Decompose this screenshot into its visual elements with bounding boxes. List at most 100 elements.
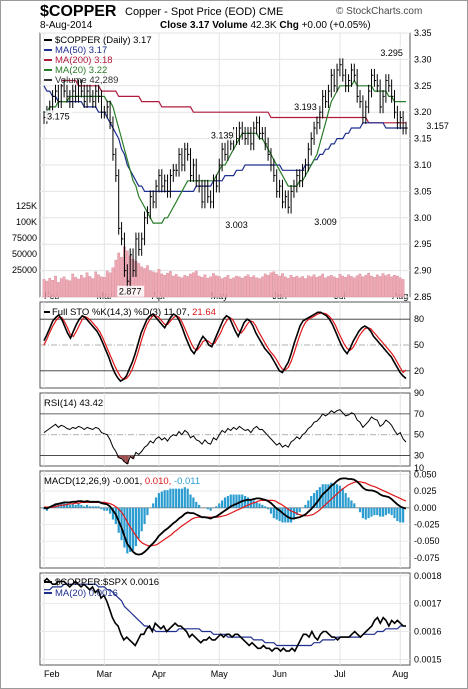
- volume-bar: [189, 273, 192, 298]
- macd-histogram-bar: [338, 485, 342, 508]
- macd-histogram-bar: [80, 504, 83, 508]
- volume-bar: [324, 277, 327, 298]
- volume-bar: [266, 275, 270, 298]
- macd-histogram-bar: [157, 493, 161, 508]
- annotation-bg: [223, 219, 251, 231]
- macd-histogram-bar: [68, 504, 71, 508]
- macd-histogram-bar: [353, 503, 356, 508]
- volume-bar: [169, 271, 172, 298]
- volume-bar: [146, 265, 149, 298]
- volume-bar: [57, 282, 60, 298]
- macd-histogram-bar: [370, 507, 373, 517]
- macd-histogram-bar: [376, 507, 379, 516]
- price-tick-label: 3.25: [414, 81, 432, 91]
- volume-tick-label: 100K: [16, 217, 37, 227]
- ratio-legend-item: MA(20) 0.0016: [55, 588, 118, 599]
- volume-bar: [367, 272, 371, 298]
- macd-histogram-bar: [120, 507, 123, 541]
- macd-histogram-bar: [166, 490, 169, 508]
- volume-bar: [215, 275, 218, 298]
- price-legend-item: MA(200) 3.18: [55, 55, 113, 66]
- rsi-line: [43, 409, 407, 465]
- volume-bar: [111, 267, 115, 298]
- macd-histogram-bar: [91, 506, 94, 508]
- chg-label: Chg: [279, 20, 299, 31]
- volume-bar: [82, 277, 86, 298]
- macd-histogram-bar: [175, 488, 178, 508]
- price-tick-label: 3.10: [414, 160, 432, 170]
- volume-bar: [194, 270, 198, 298]
- price-annotation: 3.003: [225, 220, 248, 230]
- macd-histogram-bar: [244, 496, 247, 508]
- macd-histogram-bar: [258, 503, 261, 508]
- volume-tick-label: 50000: [12, 249, 37, 259]
- macd-histogram-bar: [134, 507, 138, 547]
- volume-bar: [223, 277, 227, 298]
- macd-histogram-bar: [379, 507, 382, 517]
- macd-histogram-bar: [106, 507, 109, 511]
- sto-legend-k: 11.07: [164, 307, 187, 318]
- legend-swatch-bg: [44, 56, 62, 64]
- macd-histogram-bar: [304, 504, 307, 508]
- volume-bar: [174, 274, 178, 298]
- price-annotation: 3.175: [47, 111, 70, 121]
- volume-bar: [352, 277, 356, 298]
- volume-bar: [243, 276, 247, 298]
- macd-histogram-bar: [364, 507, 367, 520]
- volume-bar: [137, 263, 141, 298]
- volume-bar: [226, 275, 230, 298]
- macd-histogram-bar: [143, 507, 146, 524]
- macd-histogram-bar: [206, 507, 209, 510]
- price-legend-item: Volume 42,289: [55, 75, 118, 86]
- sto-k-line: [43, 311, 407, 383]
- macd-histogram-bar: [226, 496, 229, 508]
- price-tick-label: 3.30: [414, 54, 432, 64]
- macd-histogram-bar: [83, 506, 86, 508]
- macd-histogram-bar: [126, 507, 129, 554]
- panel-frame-macd: [39, 470, 411, 569]
- volume-bar: [384, 275, 388, 298]
- macd-histogram-bar: [232, 494, 235, 508]
- volume-bar: [252, 275, 256, 298]
- macd-histogram-bar: [77, 503, 80, 508]
- macd-histogram-bar: [218, 503, 221, 508]
- volume-bar: [212, 273, 215, 298]
- volume-bar: [238, 276, 241, 298]
- legend-swatch-bg: [44, 36, 62, 44]
- volume-bar: [304, 278, 307, 298]
- macd-histogram-bar: [402, 507, 405, 523]
- price-annotation: 3.139: [211, 130, 234, 140]
- macd-histogram-bar: [129, 507, 132, 552]
- macd-signal-line: [44, 481, 407, 547]
- volume-bar: [105, 270, 109, 298]
- annotation-bg: [117, 285, 145, 297]
- price-tick-label: 3.05: [414, 186, 432, 196]
- macd-histogram-bar: [321, 484, 324, 508]
- macd-histogram-bar: [137, 507, 140, 539]
- close-label: Close: [160, 20, 188, 31]
- macd-histogram-bar: [163, 490, 166, 508]
- volume-bar: [292, 277, 296, 298]
- volume-bar: [79, 275, 83, 298]
- macd-histogram-bar: [298, 507, 301, 513]
- instrument-name-text: Copper - Spot Price (EOD): [125, 6, 256, 18]
- macd-histogram-bar: [272, 507, 275, 519]
- macd-histogram-bar: [312, 493, 316, 508]
- macd-tick-label: -0.075: [414, 553, 440, 563]
- rsi-tick-label: 50: [414, 430, 424, 440]
- rsi-tick-label: 30: [414, 451, 424, 461]
- volume-bar: [258, 278, 261, 298]
- volume-bar: [143, 268, 146, 298]
- macd-histogram-bar: [192, 497, 195, 508]
- macd-histogram-bar: [186, 488, 189, 508]
- volume-bar: [94, 271, 98, 298]
- volume-bar: [312, 274, 316, 298]
- macd-histogram-bar: [146, 507, 149, 516]
- chg-value: +0.00 (+0.05%): [301, 20, 371, 31]
- ratio-line: [43, 577, 406, 653]
- macd-legend-part: -0.011: [174, 476, 200, 487]
- sto-legend-name: Full STO %K(14,3) %D(3): [52, 307, 164, 318]
- ratio-tick-label: 0.0015: [414, 654, 442, 664]
- macd-histogram-bar: [295, 507, 298, 516]
- macd-histogram-bar: [275, 507, 278, 520]
